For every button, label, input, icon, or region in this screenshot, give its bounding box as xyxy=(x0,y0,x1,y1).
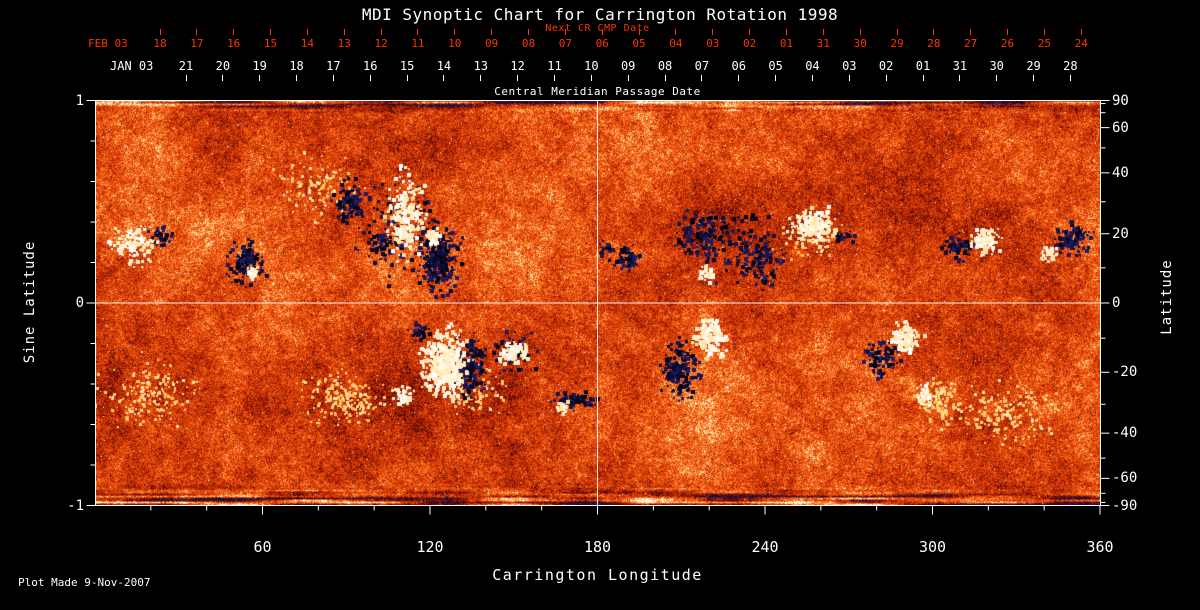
date-tick-label: 29 xyxy=(890,37,904,50)
date-tick-label: 08 xyxy=(657,59,673,73)
date-tick-label: 16 xyxy=(227,37,241,50)
feb-date-row: FEB 03 18 17 16 15 14 13 12 11 10 09 08 07 06 05 04 03 02… xyxy=(0,37,1200,51)
month-label: JAN 03 xyxy=(110,59,154,73)
bottom-axis-title: Carrington Longitude xyxy=(492,566,703,584)
date-tick-label: 11 xyxy=(411,37,425,50)
date-tick-label: 28 xyxy=(927,37,941,50)
date-tick-label: 10 xyxy=(448,37,462,50)
date-tick-label: 02 xyxy=(742,37,757,50)
date-tick-label: 25 xyxy=(1037,37,1052,50)
date-tick-label: 20 xyxy=(215,59,231,73)
date-tick-label: 04 xyxy=(805,59,820,73)
date-tick-label: 30 xyxy=(853,37,867,50)
date-tick-label: 19 xyxy=(252,59,267,73)
right-tick-label: -90 xyxy=(1112,497,1138,514)
date-tick-label: 26 xyxy=(1000,37,1015,50)
date-tick-label: 09 xyxy=(620,59,636,73)
date-tick-label: 11 xyxy=(547,59,562,73)
bottom-tick-label: 360 xyxy=(1086,538,1114,556)
date-tick-label: 12 xyxy=(374,37,388,50)
chart-title: MDI Synoptic Chart for Carrington Rotati… xyxy=(361,5,839,24)
date-tick-label: 27 xyxy=(964,37,978,50)
date-tick-label: 03 xyxy=(706,37,720,50)
left-tick-label: -1 xyxy=(67,497,84,514)
date-tick-label: 10 xyxy=(584,59,599,73)
date-tick-label: 09 xyxy=(485,37,499,50)
date-tick-label: 02 xyxy=(878,59,894,73)
date-tick-label: 14 xyxy=(300,37,315,50)
right-tick-label: 40 xyxy=(1112,164,1129,181)
bottom-tick-label: 120 xyxy=(416,538,444,556)
right-tick-label: 0 xyxy=(1112,295,1121,311)
bottom-tick-label: 300 xyxy=(918,538,947,556)
date-tick-label: 01 xyxy=(915,59,931,73)
bottom-tick-label: 60 xyxy=(253,538,272,556)
date-tick-label: 24 xyxy=(1074,37,1088,50)
magnetogram-heatmap xyxy=(95,100,1100,505)
plot-made-note: Plot Made 9-Nov-2007 xyxy=(18,576,151,589)
date-tick-label: 15 xyxy=(399,59,415,73)
left-axis-title: Sine Latitude xyxy=(22,240,38,364)
right-tick-label: -60 xyxy=(1112,470,1138,487)
date-tick-label: 18 xyxy=(153,37,167,50)
date-tick-label: 21 xyxy=(178,59,194,73)
date-tick-label: 18 xyxy=(289,59,304,73)
right-tick-label: 20 xyxy=(1112,225,1129,242)
date-tick-label: 06 xyxy=(731,59,746,73)
right-tick-label: 60 xyxy=(1112,119,1129,136)
date-tick-label: 03 xyxy=(842,59,857,73)
date-tick-label: 14 xyxy=(436,59,452,73)
right-axis-title: Latitude xyxy=(1159,259,1175,335)
right-tick-label: 90 xyxy=(1112,92,1129,109)
date-tick-label: 08 xyxy=(521,37,536,50)
bottom-tick-label: 240 xyxy=(751,538,779,556)
date-tick-label: 28 xyxy=(1063,59,1078,73)
date-tick-label: 13 xyxy=(337,37,351,50)
date-tick-label: 17 xyxy=(190,37,204,50)
date-tick-label: 29 xyxy=(1026,59,1041,73)
cmp-axis-title: Central Meridian Passage Date xyxy=(494,85,701,98)
date-tick-label: 15 xyxy=(263,37,278,50)
date-tick-label: 04 xyxy=(669,37,683,50)
date-tick-label: 17 xyxy=(326,59,341,73)
date-tick-label: 07 xyxy=(558,37,572,50)
bottom-tick-label: 180 xyxy=(583,538,612,556)
date-tick-label: 07 xyxy=(694,59,710,73)
date-tick-label: 30 xyxy=(989,59,1004,73)
left-tick-label: 0 xyxy=(75,295,84,311)
date-tick-label: 13 xyxy=(473,59,489,73)
right-tick-label: -40 xyxy=(1112,425,1138,442)
jan-date-row: JAN 03 21 20 19 18 17 16 15 14 13 12 11 10 09 08 07 06 05… xyxy=(0,59,1200,73)
date-tick-label: 31 xyxy=(952,59,968,73)
left-tick-label: 1 xyxy=(75,92,84,109)
date-tick-label: 12 xyxy=(510,59,525,73)
date-tick-label: 16 xyxy=(363,59,378,73)
month-label: FEB 03 xyxy=(88,37,128,50)
date-tick-label: 05 xyxy=(768,59,783,73)
date-tick-label: 05 xyxy=(632,37,646,50)
date-tick-label: 01 xyxy=(779,37,794,50)
right-tick-label: -20 xyxy=(1112,364,1138,381)
date-tick-label: 06 xyxy=(595,37,609,50)
date-tick-label: 31 xyxy=(816,37,830,50)
next-cr-cmp-label: Next CR CMP Date xyxy=(545,23,650,34)
